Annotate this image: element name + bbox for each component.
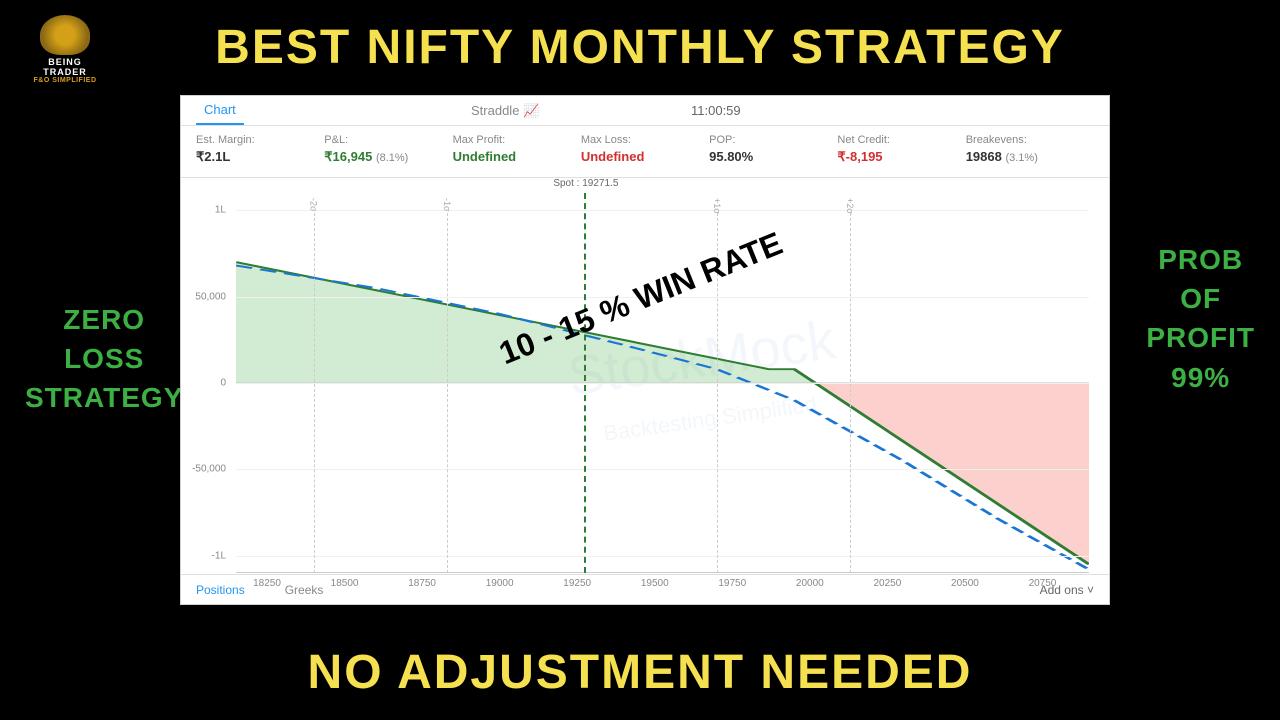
stat-item: Max Profit:Undefined	[453, 134, 581, 165]
y-axis: 1L50,0000-50,000-1L	[191, 193, 231, 573]
stat-item: Max Loss:Undefined	[581, 134, 709, 165]
addons-dropdown[interactable]: Add ons ˅	[1040, 583, 1094, 597]
side-text-right: PROBOFPROFIT99%	[1146, 240, 1255, 397]
title-top: BEST NIFTY MONTHLY STRATEGY	[215, 20, 1065, 75]
tab-greeks[interactable]: Greeks	[285, 583, 324, 597]
logo-line2: F&O SIMPLIFIED	[25, 77, 105, 84]
top-tabs: Chart Straddle 📈 11:00:59	[181, 96, 1109, 126]
brand-logo: BEING TRADER F&O SIMPLIFIED	[25, 15, 105, 84]
stat-item: P&L:₹16,945 (8.1%)	[324, 134, 452, 165]
clock-label: 11:00:59	[691, 103, 741, 118]
stat-item: POP:95.80%	[709, 134, 837, 165]
stat-item: Net Credit:₹-8,195	[837, 134, 965, 165]
tab-chart[interactable]: Chart	[196, 96, 244, 125]
logo-line1: BEING TRADER	[25, 57, 105, 77]
stats-row: Est. Margin:₹2.1LP&L:₹16,945 (8.1%)Max P…	[181, 126, 1109, 178]
stat-item: Breakevens:19868 (3.1%)	[966, 134, 1094, 165]
tab-straddle[interactable]: Straddle 📈	[471, 103, 539, 119]
side-text-left: ZEROLOSSSTRATEGY	[25, 300, 183, 418]
title-bottom: NO ADJUSTMENT NEEDED	[308, 645, 973, 700]
lion-icon	[40, 15, 90, 55]
bottom-tabs: Positions Greeks Add ons ˅	[181, 574, 1109, 604]
payoff-chart-panel: Chart Straddle 📈 11:00:59 Est. Margin:₹2…	[180, 95, 1110, 605]
x-axis-line	[236, 572, 1089, 573]
chart-area: StockMock Backtesting Simplified 1L50,00…	[236, 193, 1089, 573]
tab-positions[interactable]: Positions	[196, 583, 245, 597]
stat-item: Est. Margin:₹2.1L	[196, 134, 324, 165]
